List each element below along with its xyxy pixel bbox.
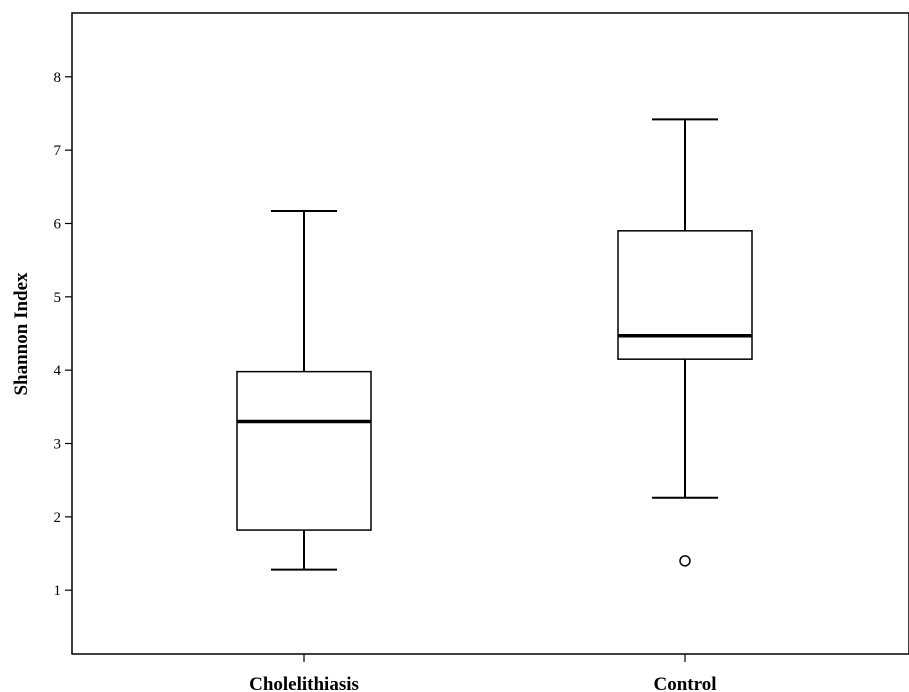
- box-group-cholelithiasis: [236, 210, 372, 571]
- x-category-label: Cholelithiasis: [249, 674, 359, 692]
- outlier-point: [679, 555, 691, 567]
- x-category-label: Control: [654, 674, 717, 692]
- interquartile-box: [617, 230, 753, 360]
- interquartile-box: [236, 370, 372, 531]
- y-tick-label: 1: [54, 583, 62, 599]
- y-tick-label: 8: [54, 70, 62, 86]
- y-tick-label: 5: [54, 290, 62, 306]
- y-tick-label: 2: [54, 510, 62, 526]
- y-axis-title: Shannon Index: [11, 272, 32, 396]
- y-tick-label: 7: [54, 143, 62, 159]
- plot-frame: [71, 12, 909, 655]
- y-tick-label: 3: [54, 437, 62, 453]
- box-group-control: [617, 118, 753, 567]
- y-tick-label: 4: [54, 363, 62, 379]
- y-tick-label: 6: [54, 216, 62, 232]
